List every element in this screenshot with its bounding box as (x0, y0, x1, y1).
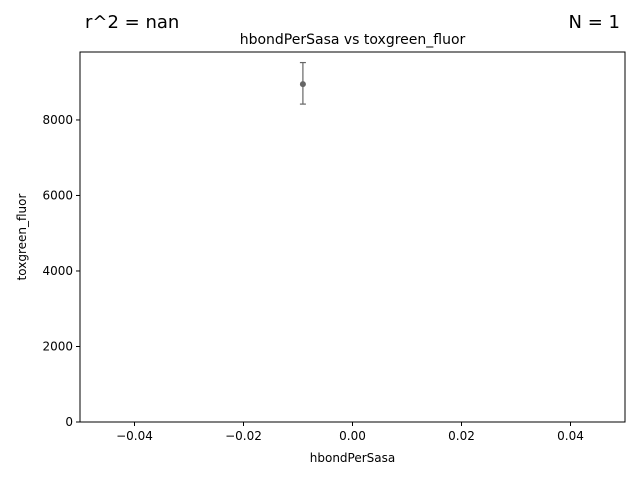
x-tick-label: −0.02 (225, 429, 262, 443)
x-axis-label: hbondPerSasa (310, 451, 396, 465)
data-point (299, 81, 306, 88)
x-tick-label: 0.02 (448, 429, 475, 443)
x-tick-label: 0.00 (339, 429, 366, 443)
y-tick-label: 0 (65, 415, 73, 429)
y-tick-label: 6000 (42, 188, 73, 202)
y-axis-label: toxgreen_fluor (15, 194, 29, 281)
chart-title: hbondPerSasa vs toxgreen_fluor (240, 32, 466, 48)
r-squared-annotation: r^2 = nan (85, 12, 180, 33)
plot-frame (79, 51, 626, 423)
y-tick-label: 4000 (42, 264, 73, 278)
sample-count-annotation: N = 1 (568, 12, 620, 33)
x-tick-label: 0.04 (557, 429, 584, 443)
y-tick-label: 8000 (42, 113, 73, 127)
y-tick-label: 2000 (42, 339, 73, 353)
x-tick-label: −0.04 (116, 429, 153, 443)
